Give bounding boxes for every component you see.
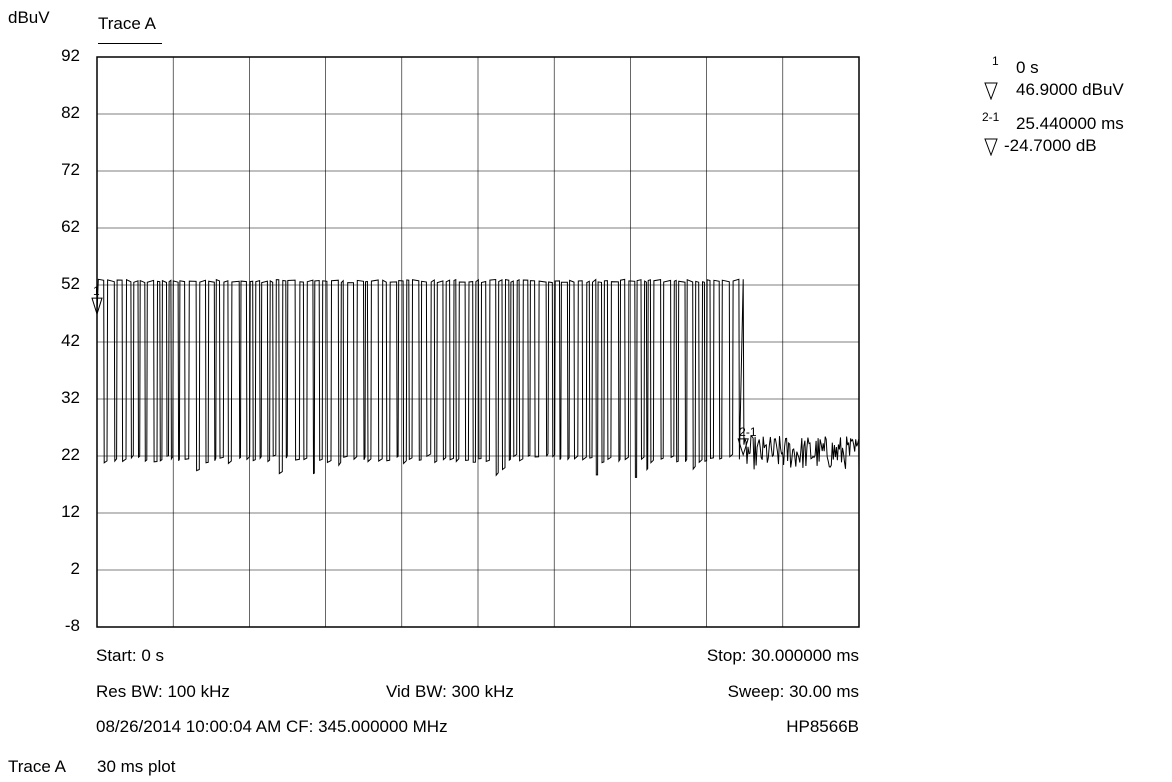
y-tick-label: -8 [0,616,80,636]
y-tick-label: 12 [0,502,80,522]
y-tick-label: 52 [0,274,80,294]
marker-2-level: -24.7000 dB [1004,136,1097,156]
grid-lines [97,57,859,627]
marker-2-number: 2-1 [982,110,999,124]
marker-2-time: 25.440000 ms [1016,114,1124,134]
caption-trace: Trace A [8,757,66,777]
caption-description: 30 ms plot [97,757,175,777]
marker-triangle-icon [984,82,998,100]
marker-1-level: 46.9000 dBuV [1016,80,1124,100]
y-tick-label: 22 [0,445,80,465]
datetime-cf-label: 08/26/2014 10:00:04 AM CF: 345.000000 MH… [96,717,448,737]
marker-1-time: 0 s [1016,58,1039,78]
trace-title-underline [98,43,162,44]
y-tick-label: 2 [0,559,80,579]
y-tick-label: 92 [0,46,80,66]
vid-bw-label: Vid BW: 300 kHz [386,682,514,702]
trace-marker-label: 1 [93,284,100,298]
trace-marker-label: 2-1 [739,425,757,439]
marker-1-number: 1 [992,54,999,68]
stop-label: Stop: 30.000000 ms [707,646,859,666]
sweep-label: Sweep: 30.00 ms [728,682,859,702]
y-tick-label: 82 [0,103,80,123]
y-tick-label: 32 [0,388,80,408]
trace-title: Trace A [98,14,156,34]
marker-triangle-icon [984,138,998,156]
y-tick-label: 72 [0,160,80,180]
y-tick-label: 42 [0,331,80,351]
y-axis-label: dBuV [8,8,50,28]
y-tick-label: 62 [0,217,80,237]
start-label: Start: 0 s [96,646,164,666]
res-bw-label: Res BW: 100 kHz [96,682,230,702]
instrument-label: HP8566B [786,717,859,737]
